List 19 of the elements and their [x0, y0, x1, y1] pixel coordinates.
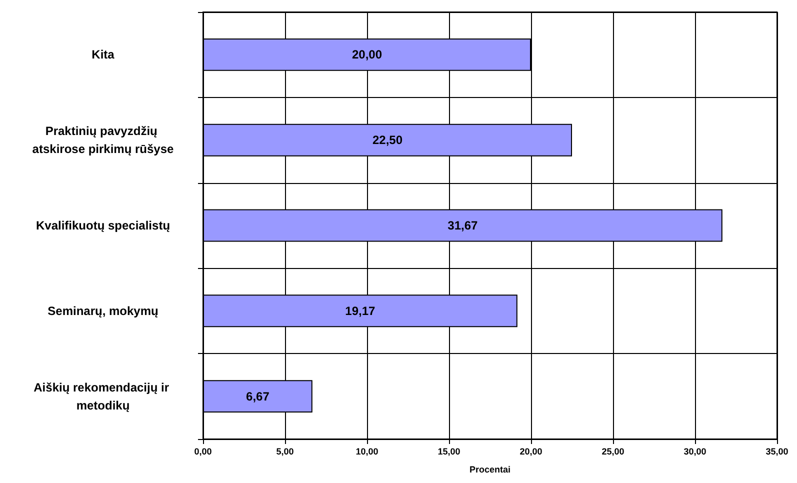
data-label: 19,17: [345, 304, 376, 318]
data-label: 31,67: [448, 218, 478, 232]
x-tick-label: 5,00: [276, 446, 294, 456]
x-tick-label: 20,00: [520, 446, 542, 456]
x-tick-label: 15,00: [438, 446, 460, 456]
y-tick-label: Seminarų, mokymų: [48, 304, 158, 318]
x-axis-title: Procentai: [469, 464, 511, 474]
y-tick-label: Aiškių rekomendacijų ir metodikų: [34, 380, 172, 412]
data-label: 20,00: [352, 48, 382, 62]
x-tick-label: 25,00: [602, 446, 624, 456]
y-tick-label: Kita: [92, 48, 115, 62]
x-tick-label: 35,00: [766, 446, 788, 456]
y-tick-label: Praktinių pavyzdžių atskirose pirkimų rūšyse: [32, 124, 174, 156]
data-label: 6,67: [246, 389, 270, 404]
y-tick-label: Kvalifikuotų specialistų: [36, 218, 170, 232]
data-label: 22,50: [372, 133, 403, 148]
x-tick-label: 30,00: [684, 446, 706, 456]
x-tick-label: 0,00: [194, 446, 212, 456]
x-tick-label: 10,00: [356, 446, 378, 456]
